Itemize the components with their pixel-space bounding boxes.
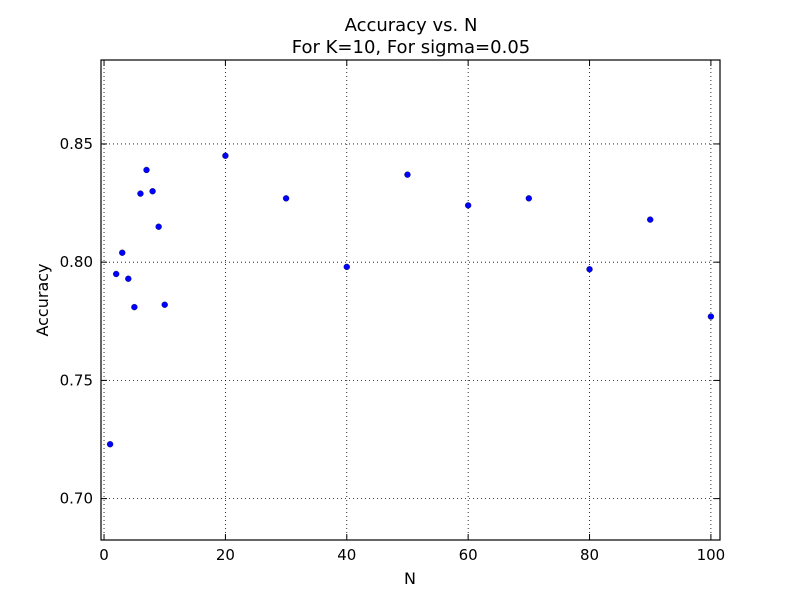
data-point (143, 166, 150, 174)
data-point (525, 195, 532, 202)
data-point (222, 152, 229, 159)
data-point (465, 202, 472, 209)
x-tick-label: 40 (337, 546, 356, 564)
data-point (282, 195, 290, 202)
axis-ticks: 0 20 40 60 80 100 0.70 0.75 0.80 0.85 (60, 60, 726, 564)
data-point (647, 216, 654, 223)
chart-title: Accuracy vs. N (345, 15, 478, 36)
y-axis-label: Accuracy (33, 263, 52, 336)
data-point (404, 171, 411, 178)
x-tick-label: 0 (99, 546, 109, 564)
y-tick-label: 0.85 (60, 135, 93, 153)
chart-subtitle: For K=10, For sigma=0.05 (292, 37, 530, 58)
data-point (137, 190, 144, 197)
x-tick-label: 20 (216, 546, 235, 564)
x-tick-label: 60 (459, 546, 478, 564)
data-point (161, 301, 168, 308)
y-tick-label: 0.75 (60, 371, 93, 389)
data-point (343, 263, 350, 271)
data-point (125, 275, 132, 282)
x-tick-label: 100 (697, 546, 726, 564)
grid-lines (101, 60, 720, 540)
y-tick-label: 0.70 (60, 490, 93, 508)
data-point (155, 223, 162, 230)
x-tick-label: 80 (580, 546, 599, 564)
y-tick-label: 0.80 (60, 253, 93, 271)
data-point (113, 270, 120, 278)
data-point (149, 188, 156, 195)
data-point (586, 266, 593, 273)
plot-area (101, 60, 720, 540)
data-point (131, 303, 138, 311)
data-point (707, 313, 715, 320)
data-points (106, 152, 715, 448)
data-point (119, 249, 126, 256)
plot-frame (100, 59, 721, 541)
x-axis-label: N (404, 569, 416, 588)
data-point (106, 441, 114, 448)
